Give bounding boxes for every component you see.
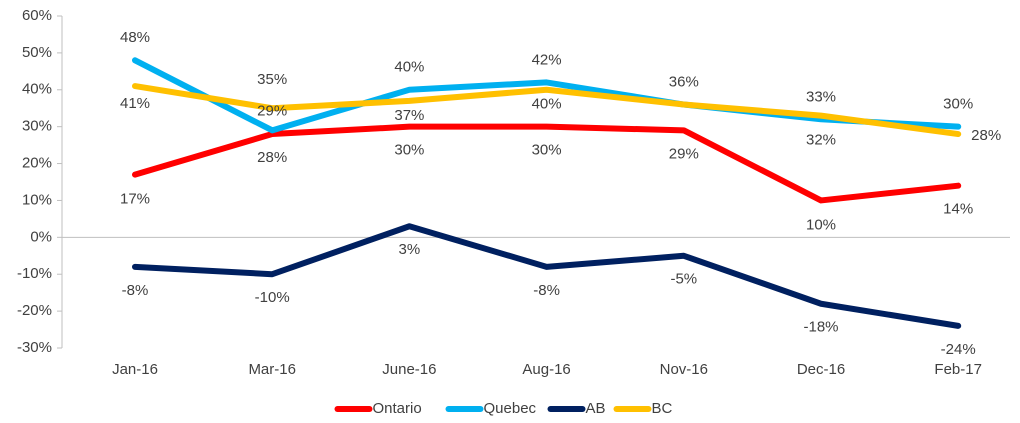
data-label: 41% [120, 95, 150, 112]
x-tick-label: Jan-16 [112, 361, 158, 378]
data-label: 36% [669, 74, 699, 91]
y-tick-label: 10% [22, 191, 52, 208]
x-tick-label: Aug-16 [522, 361, 570, 378]
legend-label: Ontario [373, 400, 422, 417]
data-label: 48% [120, 29, 150, 46]
data-label: 30% [532, 142, 562, 159]
data-label: -10% [255, 289, 290, 306]
x-tick-label: Dec-16 [797, 361, 845, 378]
data-label: 40% [394, 59, 424, 76]
x-tick-label: June-16 [382, 361, 436, 378]
data-label: 28% [971, 127, 1001, 144]
y-tick-label: 0% [30, 228, 52, 245]
y-tick-label: 50% [22, 44, 52, 61]
x-tick-label: Nov-16 [660, 361, 708, 378]
data-label: 35% [257, 71, 287, 88]
series-line [132, 57, 962, 134]
data-label: 40% [532, 96, 562, 113]
data-label: 10% [806, 216, 836, 233]
data-label: 3% [399, 241, 421, 258]
y-tick-label: -20% [17, 302, 52, 319]
data-label: -18% [803, 319, 838, 336]
data-label: -8% [533, 282, 560, 299]
legend-label: BC [652, 400, 673, 417]
data-label: 33% [806, 89, 836, 106]
data-label: -5% [670, 271, 697, 288]
series-line [132, 223, 962, 329]
y-tick-label: 20% [22, 155, 52, 172]
y-tick-label: 30% [22, 118, 52, 135]
data-label: 29% [257, 102, 287, 119]
y-tick-label: 60% [22, 7, 52, 24]
data-label: 42% [532, 51, 562, 68]
data-label: -24% [941, 341, 976, 358]
data-label: 29% [669, 145, 699, 162]
data-label: 32% [806, 131, 836, 148]
legend-label: Quebec [484, 400, 537, 417]
data-label: -8% [122, 282, 149, 299]
series-line [132, 123, 962, 204]
data-label: 37% [394, 107, 424, 124]
y-tick-label: -10% [17, 265, 52, 282]
y-tick-label: 40% [22, 81, 52, 98]
data-label: 17% [120, 191, 150, 208]
data-label: 30% [394, 142, 424, 159]
data-label: 28% [257, 149, 287, 166]
y-tick-label: -30% [17, 339, 52, 356]
legend-label: AB [586, 400, 606, 417]
series-line [132, 83, 962, 138]
data-label: 14% [943, 201, 973, 218]
x-tick-label: Feb-17 [934, 361, 982, 378]
x-tick-label: Mar-16 [248, 361, 296, 378]
data-label: 30% [943, 96, 973, 113]
